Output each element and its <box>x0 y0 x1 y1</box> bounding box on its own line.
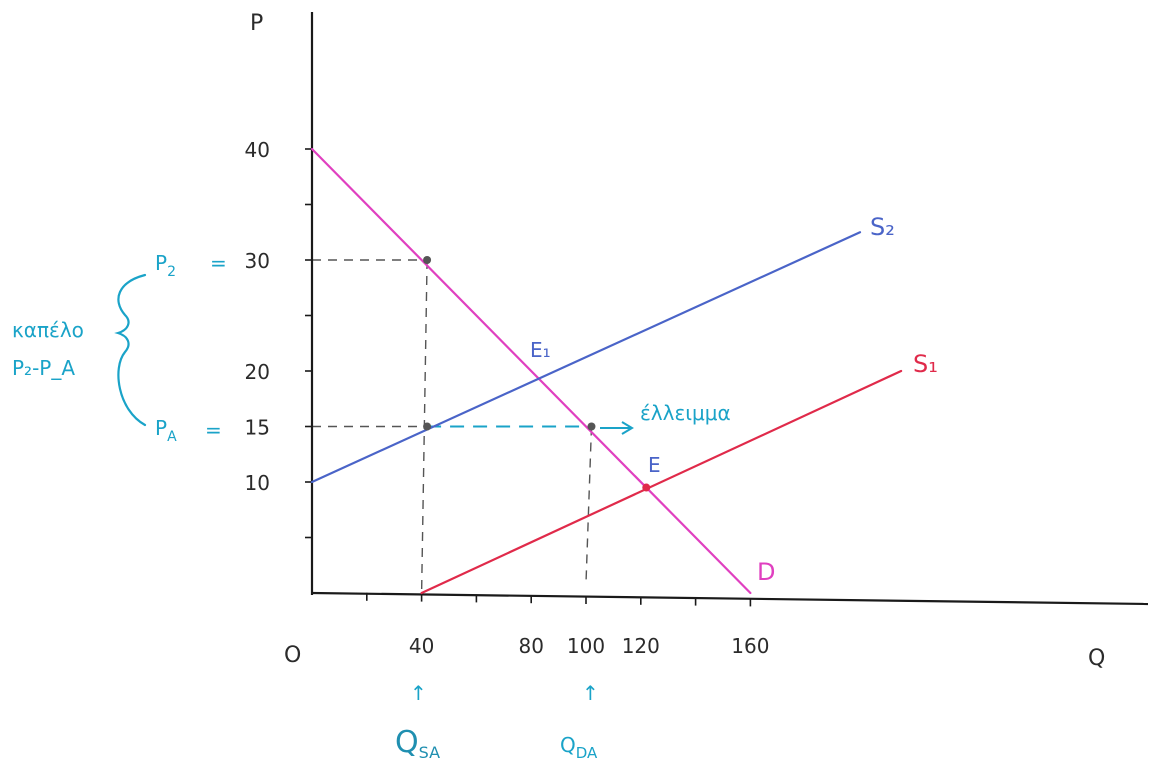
x-axis-title: Q <box>1088 646 1105 671</box>
point-qsa-point <box>423 422 432 431</box>
qsa-annotation: ↑ QSA <box>395 681 440 762</box>
y-tick-label: 30 <box>245 249 270 273</box>
svg-text:έλλειμμα: έλλειμμα <box>640 401 731 425</box>
series-line-2 <box>420 369 903 595</box>
x-tick-label: 100 <box>567 634 605 658</box>
curly-brace <box>114 273 147 427</box>
price-label-pa: PA = <box>155 416 222 445</box>
svg-text:=: = <box>205 418 222 442</box>
svg-text:↑: ↑ <box>582 681 599 705</box>
series-line-0 <box>310 147 752 595</box>
price-label-p2: P2 = <box>155 251 227 280</box>
dashed-guides <box>312 259 593 594</box>
y-tick-label: 40 <box>245 138 270 162</box>
x-tick-label: 80 <box>518 634 543 658</box>
chart-points <box>423 256 651 492</box>
qda-annotation: ↑ QDA <box>560 681 599 762</box>
axes <box>305 12 1149 607</box>
svg-text:PA: PA <box>155 416 177 445</box>
y-tick-label: 20 <box>245 360 270 384</box>
series-label-d: D <box>757 558 775 586</box>
origin-label: O <box>284 643 301 668</box>
series-label-s1: S₁ <box>913 350 938 378</box>
svg-text:QSA: QSA <box>395 725 440 762</box>
brace-text-1: καπέλο <box>12 318 84 342</box>
x-tick-label: 40 <box>409 634 434 658</box>
deficit-annotation: έλλειμμα <box>600 401 731 435</box>
y-axis-title: P <box>250 11 263 36</box>
svg-text:↑: ↑ <box>410 681 427 705</box>
point-label-e: E <box>648 453 661 477</box>
x-axis-line <box>311 591 1149 606</box>
svg-text:QDA: QDA <box>560 733 598 762</box>
series-lines <box>310 147 903 595</box>
tick-labels: 10 15 20 30 40 40 80 100 120 160 <box>245 138 770 658</box>
point-qda-point <box>587 422 596 431</box>
point-label-e1: E₁ <box>530 338 551 362</box>
point-E <box>642 483 651 492</box>
series-label-s2: S₂ <box>870 213 895 241</box>
y-tick-label: 15 <box>245 416 270 440</box>
brace-text-2: P₂-P_A <box>12 356 75 380</box>
x-tick-label: 160 <box>731 634 769 658</box>
x-tick-label: 120 <box>622 634 660 658</box>
svg-text:P2: P2 <box>155 251 176 280</box>
series-line-1 <box>310 231 862 484</box>
point-top-point <box>423 256 432 264</box>
y-tick-label: 10 <box>245 471 270 495</box>
svg-text:=: = <box>210 251 227 275</box>
guide-q100 <box>585 426 593 584</box>
